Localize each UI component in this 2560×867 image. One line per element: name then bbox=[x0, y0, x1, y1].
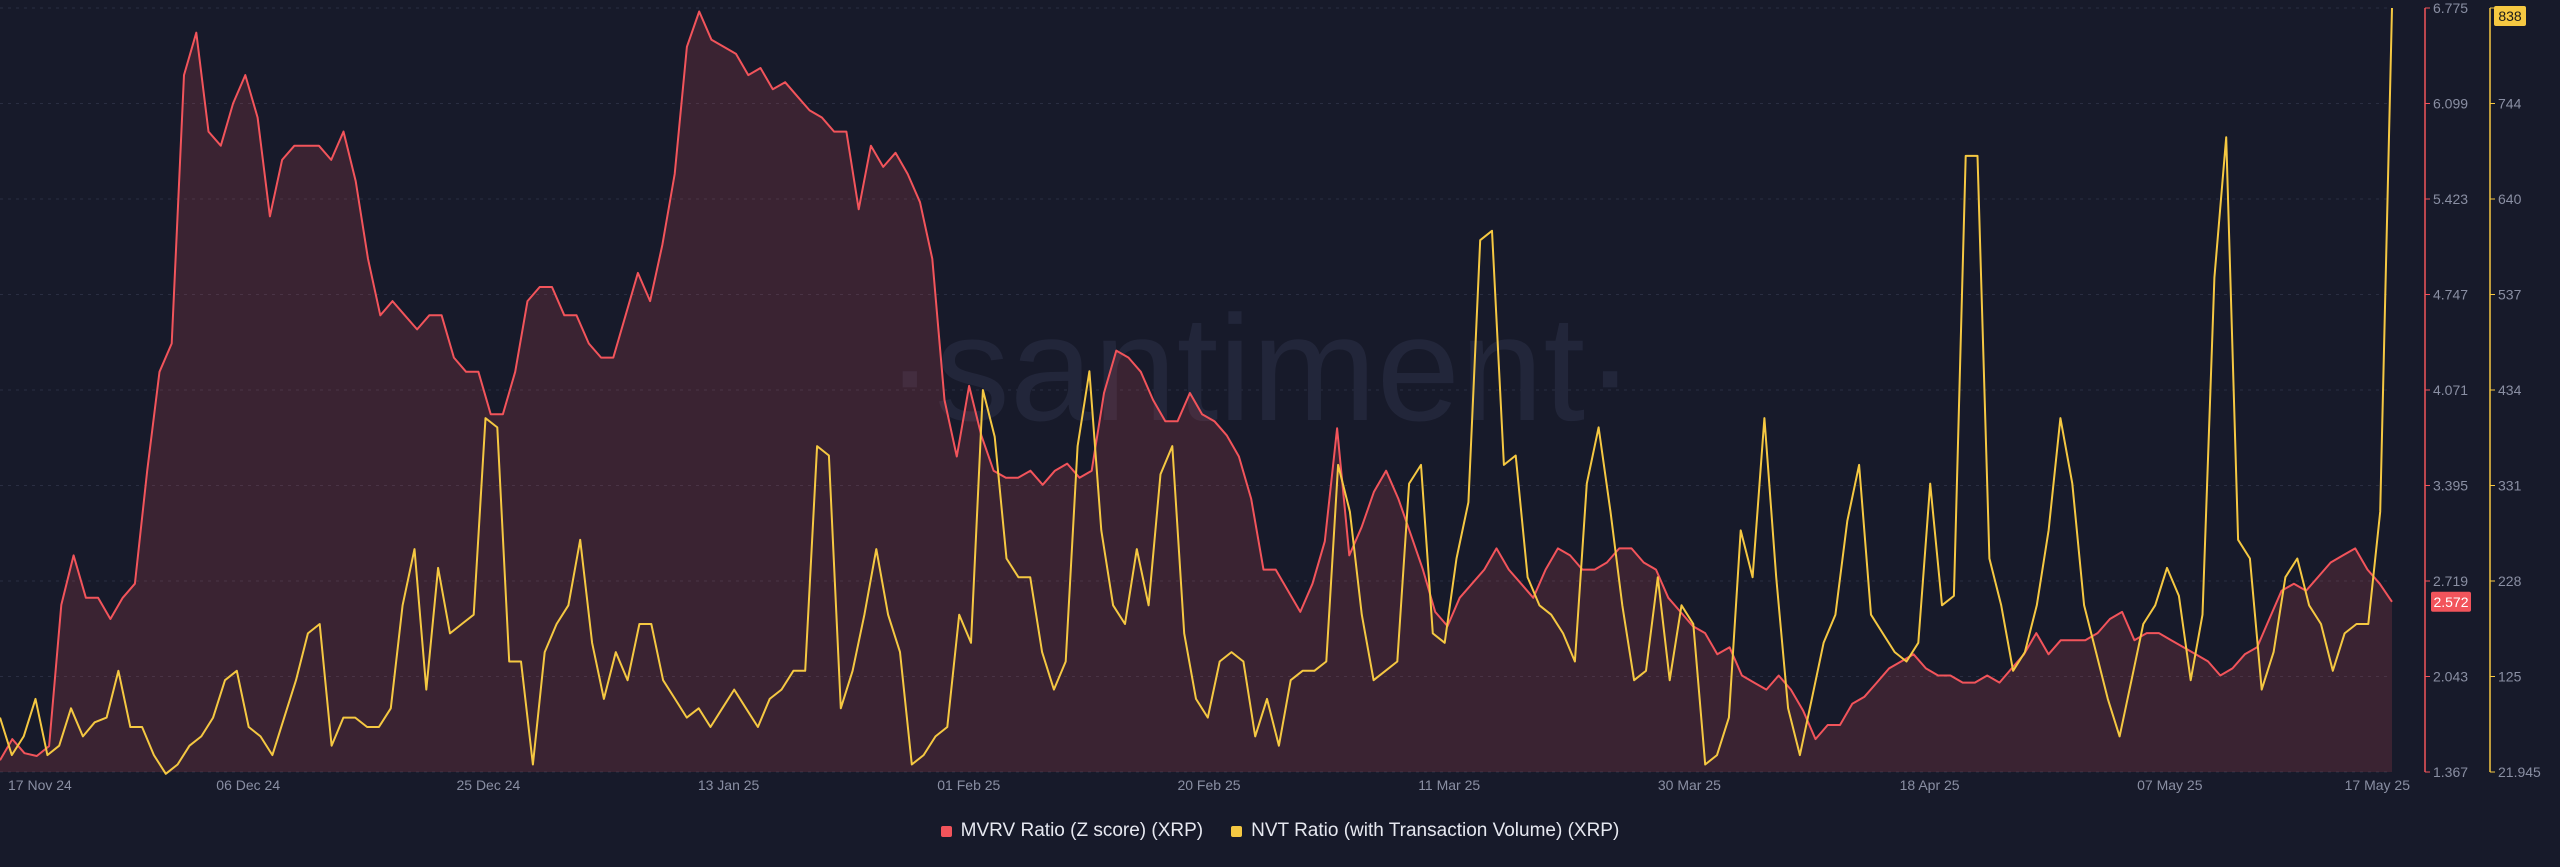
left-axis-tick-label: 4.071 bbox=[2433, 382, 2468, 398]
x-axis-tick-label: 17 May 25 bbox=[2345, 777, 2411, 793]
left-axis-tick-label: 2.719 bbox=[2433, 573, 2468, 589]
series-layer bbox=[0, 7, 2393, 775]
x-axis-tick-label: 25 Dec 24 bbox=[456, 777, 520, 793]
left-axis-tick-label: 5.423 bbox=[2433, 191, 2468, 207]
nvt-current-value: 838 bbox=[2498, 8, 2522, 24]
legend-item-mvrv[interactable]: MVRV Ratio (Z score) (XRP) bbox=[940, 820, 1204, 842]
right-axis-tick-label: 331 bbox=[2498, 478, 2522, 494]
grid bbox=[0, 7, 2392, 773]
legend-swatch-mvrv bbox=[940, 825, 952, 837]
x-axis-tick-label: 13 Jan 25 bbox=[698, 777, 760, 793]
series-line-mvrv bbox=[0, 10, 2393, 761]
legend-swatch-nvt bbox=[1231, 825, 1243, 837]
right-axis-tick-label: 434 bbox=[2498, 382, 2522, 398]
right-axis-tick-label: 125 bbox=[2498, 669, 2522, 685]
x-axis-tick-label: 30 Mar 25 bbox=[1658, 777, 1721, 793]
series-area-mvrv bbox=[0, 11, 2392, 772]
left-axis-tick-label: 2.043 bbox=[2433, 669, 2468, 685]
legend-item-nvt[interactable]: NVT Ratio (with Transaction Volume) (XRP… bbox=[1231, 820, 1619, 842]
x-axis-tick-label: 20 Feb 25 bbox=[1177, 777, 1240, 793]
x-axis-tick-label: 18 Apr 25 bbox=[1900, 777, 1960, 793]
nvt-current-value-badge bbox=[2494, 6, 2526, 26]
right-axis-tick-label: 744 bbox=[2498, 96, 2522, 112]
x-axis-tick-label: 01 Feb 25 bbox=[937, 777, 1000, 793]
x-axis-tick-label: 11 Mar 25 bbox=[1418, 777, 1480, 793]
left-axis-tick-label: 6.099 bbox=[2433, 96, 2468, 112]
mvrv-current-value: 2.572 bbox=[2433, 594, 2468, 610]
series-line-nvt bbox=[0, 7, 2393, 775]
legend-label-nvt: NVT Ratio (with Transaction Volume) (XRP… bbox=[1251, 820, 1620, 841]
right-axis-tick-label: 640 bbox=[2498, 191, 2522, 207]
right-axis: 21.945 125 228 331 434 537 640 744 838 bbox=[2489, 6, 2541, 780]
santiment-watermark: ·santiment· bbox=[885, 284, 1635, 452]
left-axis-tick-label: 4.747 bbox=[2433, 287, 2468, 303]
mvrv-current-value-badge bbox=[2431, 591, 2471, 612]
legend: MVRV Ratio (Z score) (XRP) NVT Ratio (wi… bbox=[0, 820, 2560, 842]
x-axis-tick-label: 17 Nov 24 bbox=[8, 777, 72, 793]
x-axis-tick-label: 06 Dec 24 bbox=[216, 777, 280, 793]
x-axis: 17 Nov 24 06 Dec 24 25 Dec 24 13 Jan 25 01 F… bbox=[8, 777, 2410, 793]
legend-label-mvrv: MVRV Ratio (Z score) (XRP) bbox=[960, 820, 1204, 841]
left-axis-tick-label: 1.367 bbox=[2433, 764, 2468, 780]
right-axis-tick-label: 228 bbox=[2498, 573, 2522, 589]
left-axis-tick-label: 3.395 bbox=[2433, 478, 2468, 494]
right-axis-tick-label: 537 bbox=[2498, 287, 2522, 303]
right-axis-tick-label: 21.945 bbox=[2498, 764, 2541, 780]
x-axis-tick-label: 07 May 25 bbox=[2137, 777, 2203, 793]
left-axis-tick-label: 6.775 bbox=[2433, 0, 2468, 16]
left-axis: 1.367 2.043 2.719 3.395 4.071 4.747 5.423 6.099… bbox=[2424, 0, 2471, 780]
